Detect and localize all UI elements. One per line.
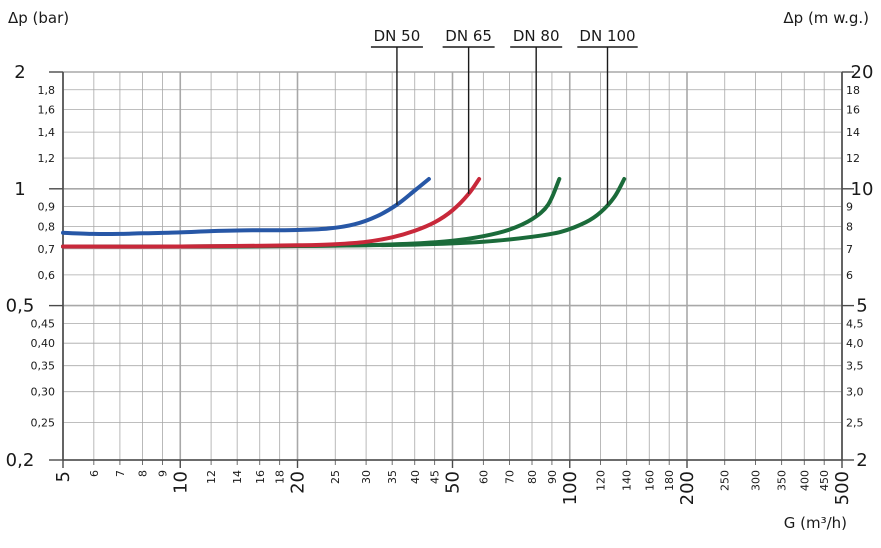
y-left-minor-label: 0,35 <box>31 360 56 373</box>
x-minor-label: 90 <box>546 470 559 484</box>
label-dn-100: DN 100 <box>579 27 635 45</box>
x-major-label: 500 <box>832 471 853 505</box>
x-minor-label: 9 <box>156 470 169 477</box>
y-right-minor-label: 3,0 <box>846 386 864 399</box>
y-left-major-label: 1 <box>14 179 25 200</box>
label-dn-50: DN 50 <box>374 27 421 45</box>
y-right-minor-label: 14 <box>846 126 860 139</box>
series-line-dn-65 <box>61 177 482 249</box>
label-dn-80: DN 80 <box>513 27 560 45</box>
x-minor-label: 25 <box>329 470 342 484</box>
y-right-minor-label: 18 <box>846 84 860 97</box>
y-right-minor-label: 4,5 <box>846 317 864 330</box>
x-minor-label: 160 <box>643 470 656 491</box>
y-left-major-label: 0,5 <box>6 296 35 317</box>
y-left-minor-label: 0,40 <box>31 337 56 350</box>
y-right-minor-label: 12 <box>846 152 860 165</box>
x-minor-label: 14 <box>231 470 244 484</box>
y-left-minor-label: 0,7 <box>38 243 56 256</box>
x-minor-label: 45 <box>429 470 442 484</box>
y-right-minor-label: 2,5 <box>846 416 864 429</box>
y-right-minor-label: 7 <box>846 243 853 256</box>
x-minor-label: 350 <box>776 470 789 491</box>
x-minor-label: 7 <box>114 470 127 477</box>
grid-layer <box>62 71 843 461</box>
x-minor-label: 60 <box>477 470 490 484</box>
y-left-minor-label: 1,6 <box>38 104 56 117</box>
x-minor-label: 40 <box>409 470 422 484</box>
y-left-major-label: 0,2 <box>6 450 35 471</box>
y-right-minor-label: 6 <box>846 269 853 282</box>
left-axis-title: Δp (bar) <box>8 9 70 27</box>
y-left-minor-label: 1,4 <box>38 126 56 139</box>
x-minor-label: 6 <box>88 470 101 477</box>
x-major-label: 100 <box>560 471 581 505</box>
x-minor-label: 18 <box>274 470 287 484</box>
y-left-minor-label: 1,2 <box>38 152 56 165</box>
x-major-label: 10 <box>170 471 191 494</box>
x-minor-label: 180 <box>663 470 676 491</box>
x-major-label: 20 <box>288 471 309 494</box>
y-left-minor-label: 0,8 <box>38 220 56 233</box>
y-right-major-label: 20 <box>851 62 874 83</box>
axis-layer <box>49 71 854 468</box>
y-left-minor-label: 0,30 <box>31 386 56 399</box>
y-right-minor-label: 9 <box>846 201 853 214</box>
y-right-major-label: 5 <box>856 296 867 317</box>
x-major-label: 200 <box>677 471 698 505</box>
x-major-label: 5 <box>53 471 74 482</box>
x-minor-label: 35 <box>386 470 399 484</box>
x-minor-label: 12 <box>205 470 218 484</box>
y-right-major-label: 10 <box>851 179 874 200</box>
x-minor-label: 30 <box>360 470 373 484</box>
x-minor-label: 16 <box>254 470 267 484</box>
y-left-minor-label: 1,8 <box>38 84 56 97</box>
annotation-layer: DN 50 DN 65 DN 80 DN 100 <box>370 27 638 216</box>
series-line-dn-50 <box>61 177 431 237</box>
y-left-minor-label: 0,6 <box>38 269 56 282</box>
x-minor-label: 450 <box>818 470 831 491</box>
x-minor-label: 140 <box>621 470 634 491</box>
y-left-minor-label: 0,25 <box>31 416 56 429</box>
label-dn-65: DN 65 <box>445 27 492 45</box>
y-left-minor-label: 0,9 <box>38 201 56 214</box>
y-left-minor-label: 0,45 <box>31 317 56 330</box>
x-major-label: 50 <box>443 471 464 494</box>
x-minor-label: 70 <box>503 470 516 484</box>
tick-label-layer: 0,20,5120,250,300,350,400,450,60,70,80,9… <box>6 62 874 505</box>
right-axis-title: Δp (m w.g.) <box>783 9 869 27</box>
y-right-minor-label: 3,5 <box>846 360 864 373</box>
y-right-minor-label: 16 <box>846 104 860 117</box>
x-minor-label: 300 <box>750 470 763 491</box>
y-right-minor-label: 8 <box>846 220 853 233</box>
x-minor-label: 120 <box>595 470 608 491</box>
x-minor-label: 8 <box>137 470 150 477</box>
series-layer <box>61 177 627 249</box>
x-minor-label: 80 <box>526 470 539 484</box>
x-minor-label: 400 <box>798 470 811 491</box>
y-left-major-label: 2 <box>14 62 25 83</box>
x-minor-label: 250 <box>719 470 732 491</box>
y-right-major-label: 2 <box>856 450 867 471</box>
x-axis-title: G (m³/h) <box>783 514 847 532</box>
y-right-minor-label: 4,0 <box>846 337 864 350</box>
